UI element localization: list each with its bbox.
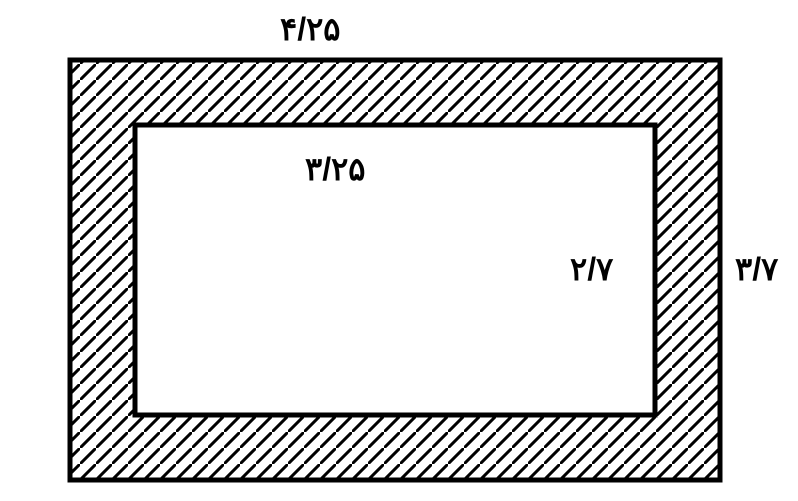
rectangles-diagram — [0, 0, 798, 501]
inner-top-label: ۳/۲۵ — [305, 150, 365, 188]
diagram-container: ۴/۲۵ ۳/۷ ۳/۲۵ ۲/۷ — [0, 0, 798, 501]
outer-top-label: ۴/۲۵ — [280, 10, 340, 48]
outer-right-label: ۳/۷ — [735, 250, 778, 288]
inner-right-label: ۲/۷ — [570, 250, 613, 288]
